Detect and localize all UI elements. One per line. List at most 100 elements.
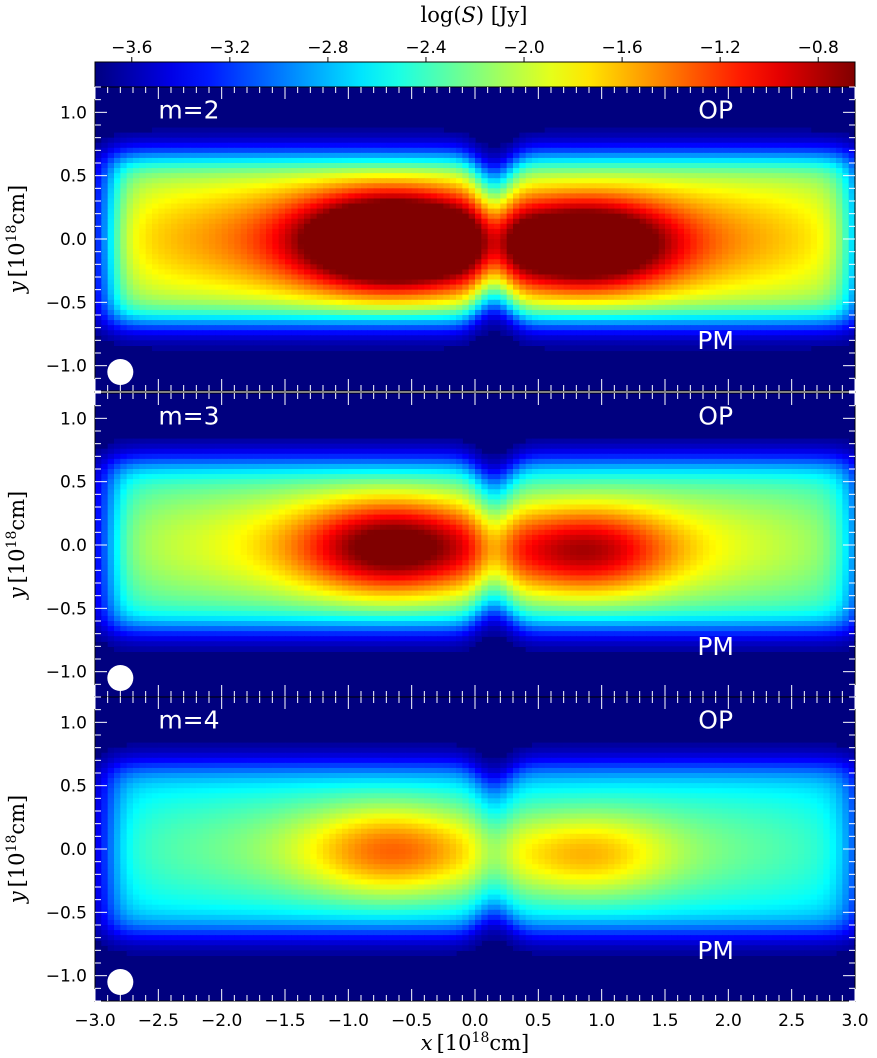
heatmap-cell <box>342 330 349 336</box>
heatmap-cell <box>310 264 318 270</box>
heatmap-cell <box>196 142 204 149</box>
heatmap-cell <box>456 309 463 316</box>
heatmap-cell <box>456 173 463 179</box>
heatmap-cell <box>810 325 818 331</box>
heatmap-cell <box>798 147 805 154</box>
heatmap-cell <box>209 335 216 341</box>
heatmap-cell <box>329 152 337 159</box>
heatmap-cell <box>418 152 425 159</box>
heatmap-cell <box>310 127 318 134</box>
heatmap-cell <box>481 330 489 336</box>
heatmap-cell <box>595 168 603 174</box>
heatmap-cell <box>652 157 660 164</box>
heatmap-cell <box>532 152 539 159</box>
heatmap-cell <box>329 239 337 245</box>
heatmap-cell <box>158 294 166 301</box>
heatmap-cell <box>114 320 121 326</box>
heatmap-cell <box>443 294 451 301</box>
heatmap-cell <box>532 223 539 230</box>
heatmap-cell <box>348 244 356 250</box>
heatmap-cell <box>278 259 286 265</box>
heatmap-cell <box>829 137 837 144</box>
heatmap-cell <box>703 294 710 301</box>
heatmap-cell <box>202 289 210 296</box>
heatmap-cell <box>633 228 641 235</box>
heatmap-cell <box>836 264 843 270</box>
heatmap-cell <box>171 223 178 230</box>
heatmap-cell <box>741 152 748 159</box>
heatmap-cell <box>696 254 704 260</box>
heatmap-cell <box>557 320 565 326</box>
heatmap-cell <box>304 244 311 250</box>
heatmap-cell <box>342 274 349 281</box>
heatmap-cell <box>804 249 812 255</box>
heatmap-cell <box>709 157 717 164</box>
heatmap-cell <box>506 254 514 260</box>
heatmap-cell <box>272 259 280 265</box>
heatmap-cell <box>190 315 197 321</box>
heatmap-cell <box>114 330 121 336</box>
heatmap-cell <box>329 259 337 265</box>
heatmap-cell <box>608 244 615 250</box>
heatmap-cell <box>386 132 394 139</box>
heatmap-cell <box>443 269 451 276</box>
heatmap-cell <box>266 157 273 164</box>
heatmap-cell <box>253 335 261 341</box>
heatmap-cell <box>462 264 470 270</box>
heatmap-cell <box>380 269 387 276</box>
heatmap-cell <box>259 269 267 276</box>
heatmap-cell <box>627 254 634 260</box>
heatmap-cell <box>671 208 679 215</box>
heatmap-cell <box>538 269 546 276</box>
heatmap-cell <box>791 228 799 235</box>
heatmap-cell <box>240 299 248 306</box>
heatmap-cell <box>348 254 356 260</box>
heatmap-cell <box>221 289 229 296</box>
heatmap-cell <box>658 279 666 286</box>
heatmap-cell <box>620 274 628 281</box>
heatmap-cell <box>380 127 387 134</box>
heatmap-cell <box>582 233 590 240</box>
heatmap-cell <box>228 223 235 230</box>
heatmap-cell <box>95 178 102 184</box>
heatmap-cell <box>576 239 584 245</box>
heatmap-cell <box>234 208 242 215</box>
heatmap-cell <box>595 315 603 321</box>
heatmap-cell <box>658 218 666 225</box>
heatmap-cell <box>411 233 419 240</box>
heatmap-cell <box>418 218 425 225</box>
heatmap-cell <box>468 213 476 220</box>
heatmap-cell <box>247 289 254 296</box>
heatmap-cell <box>487 223 495 230</box>
heatmap-cell <box>411 127 419 134</box>
heatmap-cell <box>291 188 299 194</box>
heatmap-cell <box>462 239 470 245</box>
heatmap-cell <box>709 183 717 189</box>
heatmap-cell <box>126 330 134 336</box>
heatmap-cell <box>202 269 210 276</box>
heatmap-cell <box>405 193 413 200</box>
heatmap-cell <box>405 228 413 235</box>
heatmap-cell <box>646 294 653 301</box>
heatmap-cell <box>715 264 723 270</box>
heatmap-cell <box>848 218 856 225</box>
heatmap-cell <box>411 228 419 235</box>
heatmap-cell <box>468 330 476 336</box>
heatmap-cell <box>620 213 628 220</box>
heatmap-cell <box>107 330 115 336</box>
heatmap-cell <box>234 147 242 154</box>
heatmap-cell <box>449 259 457 265</box>
heatmap-cell <box>215 304 223 311</box>
heatmap-cell <box>171 289 178 296</box>
heatmap-cell <box>272 142 280 149</box>
heatmap-cell <box>367 239 375 245</box>
heatmap-cell <box>411 254 419 260</box>
heatmap-cell <box>544 157 552 164</box>
heatmap-cell <box>570 239 577 245</box>
heatmap-cell <box>734 147 742 154</box>
heatmap-cell <box>399 223 406 230</box>
heatmap-cell <box>133 228 140 235</box>
heatmap-cell <box>608 157 615 164</box>
heatmap-cell <box>202 142 210 149</box>
heatmap-cell <box>234 289 242 296</box>
